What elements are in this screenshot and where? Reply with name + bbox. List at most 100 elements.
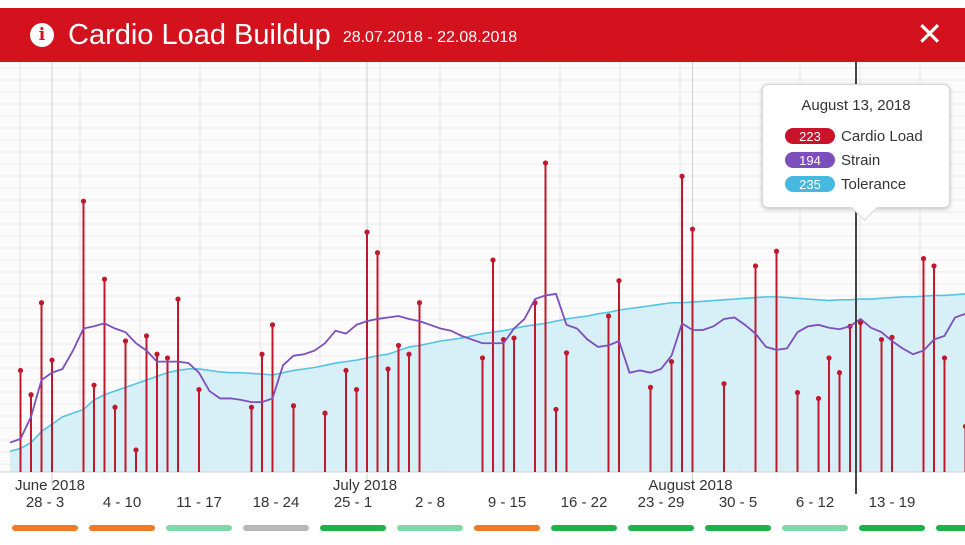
week-label: 16 - 22 xyxy=(560,494,608,511)
cardio-load-point xyxy=(490,257,496,263)
tolerance-area xyxy=(10,293,965,472)
tooltip-row-tolerance: 235 Tolerance xyxy=(785,175,906,193)
cardio-load-point xyxy=(752,263,759,269)
cardio-load-point xyxy=(248,404,255,410)
tooltip-cardio-load-value: 223 xyxy=(785,128,835,144)
week-item[interactable]: 18 - 24 xyxy=(243,494,309,531)
week-item[interactable]: 11 - 17 xyxy=(166,494,232,531)
week-status-bar xyxy=(166,525,232,531)
cardio-load-point xyxy=(563,350,570,356)
tooltip-date: August 13, 2018 xyxy=(801,97,911,114)
week-label: 25 - 1 xyxy=(333,494,373,511)
cardio-load-point xyxy=(385,366,391,372)
week-item[interactable]: 2 xyxy=(936,494,965,531)
week-label: 2 xyxy=(936,494,965,511)
cardio-load-point xyxy=(511,335,517,341)
week-status-bar xyxy=(243,525,309,531)
tooltip-cardio-load-label: Cardio Load xyxy=(841,127,923,145)
week-item[interactable]: 13 - 19 xyxy=(859,494,925,531)
cardio-load-point xyxy=(668,359,675,365)
month-label: June 2018 xyxy=(15,477,85,494)
cardio-load-point xyxy=(269,322,276,328)
week-status-bar xyxy=(859,525,925,531)
cardio-load-point xyxy=(553,406,559,413)
week-label: 11 - 17 xyxy=(176,494,222,511)
page-title: Cardio Load Buildup xyxy=(68,18,331,51)
cardio-load-point xyxy=(49,357,55,363)
tooltip-row-cardio-load: 223 Cardio Load xyxy=(785,127,923,145)
cardio-load-point xyxy=(616,278,622,284)
cardio-load-point xyxy=(196,386,202,393)
week-label: 28 - 3 xyxy=(25,494,65,511)
week-item[interactable]: 9 - 15 xyxy=(474,494,540,531)
cardio-load-point xyxy=(290,403,297,409)
cardio-load-point xyxy=(857,320,864,326)
cardio-load-point xyxy=(794,389,801,396)
cardio-load-point xyxy=(679,173,685,179)
week-label: 13 - 19 xyxy=(868,494,916,511)
cardio-load-point xyxy=(164,355,171,361)
cardio-load-point xyxy=(38,300,45,306)
cardio-load-point xyxy=(479,355,486,361)
cardio-load-point xyxy=(931,263,937,269)
cardio-load-point xyxy=(416,300,423,306)
week-selector: 28 - 3 4 - 10 11 - 17 18 - 24 25 - 1 2 - 8 9 -… xyxy=(0,494,965,540)
info-icon[interactable]: i xyxy=(30,23,54,47)
week-item[interactable]: 6 - 12 xyxy=(782,494,848,531)
cardio-load-point xyxy=(542,160,549,166)
week-label: 2 - 8 xyxy=(414,494,445,511)
cardio-load-point xyxy=(773,248,780,254)
week-item[interactable]: 23 - 29 xyxy=(628,494,694,531)
tooltip-row-strain: 194 Strain xyxy=(785,151,880,169)
week-status-bar xyxy=(936,525,965,531)
cardio-load-point xyxy=(133,447,139,453)
week-label: 6 - 12 xyxy=(795,494,835,511)
week-item[interactable]: 28 - 3 xyxy=(12,494,78,531)
week-status-bar xyxy=(397,525,463,531)
cardio-load-point xyxy=(17,367,24,374)
close-icon[interactable]: ✕ xyxy=(916,15,943,53)
cardio-load-point xyxy=(259,351,265,357)
cardio-load-point xyxy=(941,355,948,361)
month-label: August 2018 xyxy=(648,477,732,494)
tooltip-tolerance-value: 235 xyxy=(785,176,835,192)
cardio-load-point xyxy=(143,333,150,339)
cardio-load-point xyxy=(343,367,349,374)
chart-tooltip: August 13, 2018 223 Cardio Load 194 Stra… xyxy=(762,84,950,221)
week-status-bar xyxy=(705,525,771,531)
week-item[interactable]: 16 - 22 xyxy=(551,494,617,531)
cardio-load-point xyxy=(826,355,832,361)
tolerance-line xyxy=(9,293,965,453)
week-status-bar xyxy=(89,525,155,531)
cardio-load-point xyxy=(878,336,885,343)
week-label: 4 - 10 xyxy=(102,494,142,511)
week-status-bar xyxy=(320,525,386,531)
week-label: 23 - 29 xyxy=(637,494,685,511)
header-bar: i Cardio Load Buildup 28.07.2018 - 22.08… xyxy=(0,8,965,62)
cardio-load-point xyxy=(395,342,402,349)
cardio-load-point xyxy=(836,370,843,376)
tooltip-tolerance-label: Tolerance xyxy=(841,175,907,193)
week-status-bar xyxy=(551,525,617,531)
cardio-load-point xyxy=(920,256,927,262)
week-label: 9 - 15 xyxy=(487,494,527,511)
cardio-load-point xyxy=(28,392,34,398)
date-range: 28.07.2018 - 22.08.2018 xyxy=(342,29,518,46)
week-item[interactable]: 25 - 1 xyxy=(320,494,386,531)
cardio-load-point xyxy=(689,226,696,232)
cardio-load-point xyxy=(605,313,612,319)
month-label: July 2018 xyxy=(333,477,397,494)
week-item[interactable]: 2 - 8 xyxy=(397,494,463,531)
week-item[interactable]: 4 - 10 xyxy=(89,494,155,531)
cardio-load-point xyxy=(91,382,97,388)
cardio-load-point xyxy=(374,250,381,256)
week-label: 18 - 24 xyxy=(252,494,300,511)
cardio-load-point xyxy=(80,198,87,204)
cardio-load-point xyxy=(815,395,822,402)
cardio-load-point xyxy=(154,351,160,357)
cardio-load-point xyxy=(889,334,895,340)
cardio-load-point xyxy=(364,229,370,235)
cardio-load-point xyxy=(353,386,360,393)
week-item[interactable]: 30 - 5 xyxy=(705,494,771,531)
